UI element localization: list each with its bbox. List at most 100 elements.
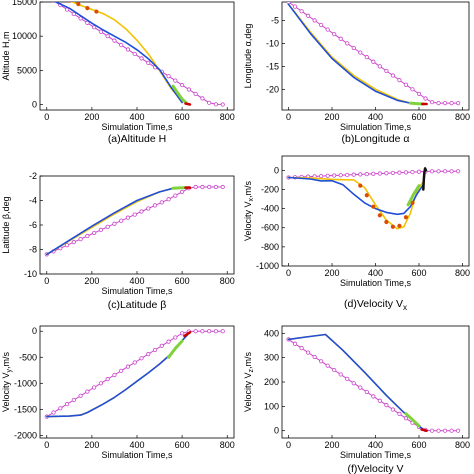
series-marker [390, 224, 395, 229]
series-marker [371, 394, 376, 399]
series-marker [319, 359, 324, 364]
y-tick-label: -5 [271, 15, 279, 25]
y-tick-label: -8 [29, 245, 37, 255]
x-tick-label: 0 [44, 112, 49, 122]
series-marker [112, 221, 117, 226]
series-marker [456, 428, 461, 433]
series-marker [371, 171, 376, 176]
series-marker [403, 215, 409, 220]
panel-caption: (a)Altitude H [108, 133, 166, 145]
x-axis-label: Simulation Time,s [101, 450, 173, 460]
y-tick-label: -1500 [14, 404, 37, 414]
series-marker [345, 172, 350, 178]
x-tick-label: 800 [220, 440, 235, 450]
series-marker [71, 11, 76, 17]
series-marker [125, 215, 131, 220]
series-marker [92, 230, 97, 236]
y-axis-label: Velocity Vy,m/s [1, 351, 13, 412]
x-tick-label: 0 [286, 440, 291, 450]
series-marker [332, 367, 337, 373]
series-marker [125, 364, 131, 369]
series-marker [76, 2, 81, 7]
series-marker [456, 169, 461, 174]
series-marker [119, 218, 124, 223]
y-tick-label: 0 [274, 165, 279, 175]
axes-frame [39, 175, 235, 275]
series-line-4 [420, 428, 428, 432]
series-marker [85, 389, 90, 394]
series-marker [180, 331, 185, 336]
series-marker [213, 102, 219, 107]
x-axis-label: Simulation Time,s [101, 122, 173, 132]
series-marker [332, 32, 337, 37]
series-marker [85, 233, 90, 239]
y-axis-label: Longitude α,deg [243, 24, 253, 89]
series-marker [78, 236, 83, 242]
y-tick-label: -2000 [14, 430, 37, 440]
series-marker [71, 397, 76, 403]
series-marker [193, 184, 198, 190]
series-marker [146, 206, 151, 211]
series-marker [429, 169, 435, 174]
axes-frame [281, 155, 470, 267]
series-marker [132, 51, 137, 57]
series-marker [358, 183, 363, 188]
y-tick-label: 0 [274, 426, 279, 436]
series-marker [166, 74, 171, 79]
series-group [44, 329, 225, 419]
series-line-5 [184, 102, 192, 106]
panel-caption-main: (d)Velocity V [344, 298, 403, 310]
series-marker [207, 329, 212, 334]
y-tick-label: -200 [261, 184, 279, 194]
x-tick-label: 400 [368, 112, 383, 122]
series-marker [319, 173, 324, 179]
x-tick-label: 200 [324, 268, 339, 278]
x-tick-label: 600 [175, 112, 190, 122]
series-line-4 [406, 184, 421, 207]
y-axis-label: Latitude β,deg [1, 196, 11, 253]
y-tick-label: -10 [24, 269, 37, 279]
x-tick-label: 400 [129, 112, 144, 122]
y-axis-label-main: Altitude H,m [1, 31, 11, 80]
series-marker [358, 172, 363, 177]
y-tick-label: 0 [32, 100, 37, 110]
series-marker [338, 372, 343, 377]
series-marker [67, 2, 71, 3]
y-axis-label-sub: x [248, 197, 255, 201]
series-marker [173, 193, 178, 198]
series-marker [429, 100, 435, 105]
series-marker [146, 352, 151, 357]
series-marker [338, 173, 343, 178]
x-tick-label: 800 [220, 112, 235, 122]
series-marker [390, 170, 395, 176]
series-marker [200, 329, 205, 334]
y-tick-label: -10 [266, 38, 279, 48]
series-marker [442, 169, 448, 174]
series-marker [325, 173, 330, 178]
series-marker [292, 341, 298, 346]
x-tick-label: 0 [44, 440, 49, 450]
plot-panel-e: 0 200 400 600 800 0 -500 -1000 -1500 -2000 Simulat… [1, 325, 235, 460]
x-tick-label: 200 [324, 440, 339, 450]
series-marker [105, 34, 110, 39]
series-marker [71, 240, 76, 245]
x-tick-label: 400 [368, 268, 383, 278]
series-marker [152, 203, 158, 208]
series-marker [98, 227, 104, 232]
x-tick-label: 0 [286, 112, 291, 122]
series-marker [78, 16, 83, 21]
series-marker [207, 100, 212, 105]
series-marker [358, 385, 363, 390]
series-marker [325, 27, 330, 32]
series-marker [132, 212, 137, 217]
series-marker [98, 29, 104, 34]
series-marker [364, 193, 369, 198]
x-tick-label: 600 [175, 276, 190, 286]
series-marker [416, 169, 422, 174]
series-marker [436, 428, 441, 433]
series-marker [416, 91, 422, 97]
series-marker [200, 184, 205, 190]
y-axis-label: Velocity Vx,m/s [243, 180, 255, 241]
y-tick-label: 5000 [17, 65, 37, 75]
series-marker [345, 376, 350, 381]
